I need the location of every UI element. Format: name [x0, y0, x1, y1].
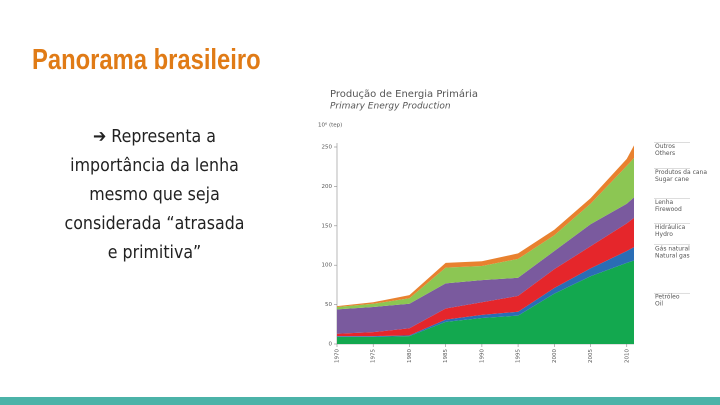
legend-label-en: Hydro: [655, 231, 673, 238]
y-tick-label: 200: [322, 184, 333, 190]
x-tick-label: 1970: [335, 349, 341, 363]
chart-subtitle: Primary Energy Production: [330, 102, 451, 112]
legend-label-en: Firewood: [655, 206, 682, 213]
legend-label: Produtos da cana: [655, 169, 707, 176]
legend-label-en: Others: [655, 150, 675, 157]
x-tick-label: 1985: [443, 349, 449, 363]
x-tick-label: 1995: [516, 349, 522, 363]
chart-title: Produção de Energia Primária: [330, 88, 478, 100]
legend-label: Petróleo: [655, 294, 680, 301]
x-tick-label: 2010: [624, 349, 630, 363]
legend-label-en: Oil: [655, 301, 663, 308]
legend-label: Gás natural: [655, 245, 690, 252]
footer-bar: [0, 397, 720, 405]
area: [337, 217, 634, 337]
y-tick-label: 100: [322, 263, 333, 269]
area: [337, 197, 634, 334]
y-axis-label: 10⁶ (tep): [318, 122, 342, 129]
area: [337, 158, 634, 310]
legend-label-en: Natural gas: [655, 252, 690, 259]
legend-label-en: Sugar cane: [655, 176, 689, 183]
y-tick-label: 0: [329, 342, 333, 348]
legend-label: Lenha: [655, 199, 674, 206]
y-tick-label: 150: [322, 223, 333, 229]
y-tick-label: 250: [322, 145, 333, 151]
bullet-text: ➔ Representa a importância da lenha mesm…: [64, 126, 245, 263]
x-tick-label: 1990: [479, 349, 485, 363]
x-tick-label: 2000: [552, 349, 558, 363]
legend-label: Outros: [655, 143, 675, 150]
y-tick-label: 50: [325, 302, 332, 308]
x-tick-label: 2005: [588, 349, 594, 363]
slide-title: Panorama brasileiro: [32, 44, 261, 76]
area: [337, 260, 634, 344]
legend-label: Hidráulica: [655, 224, 686, 231]
x-tick-label: 1980: [407, 349, 413, 363]
x-tick-label: 1975: [371, 349, 377, 363]
